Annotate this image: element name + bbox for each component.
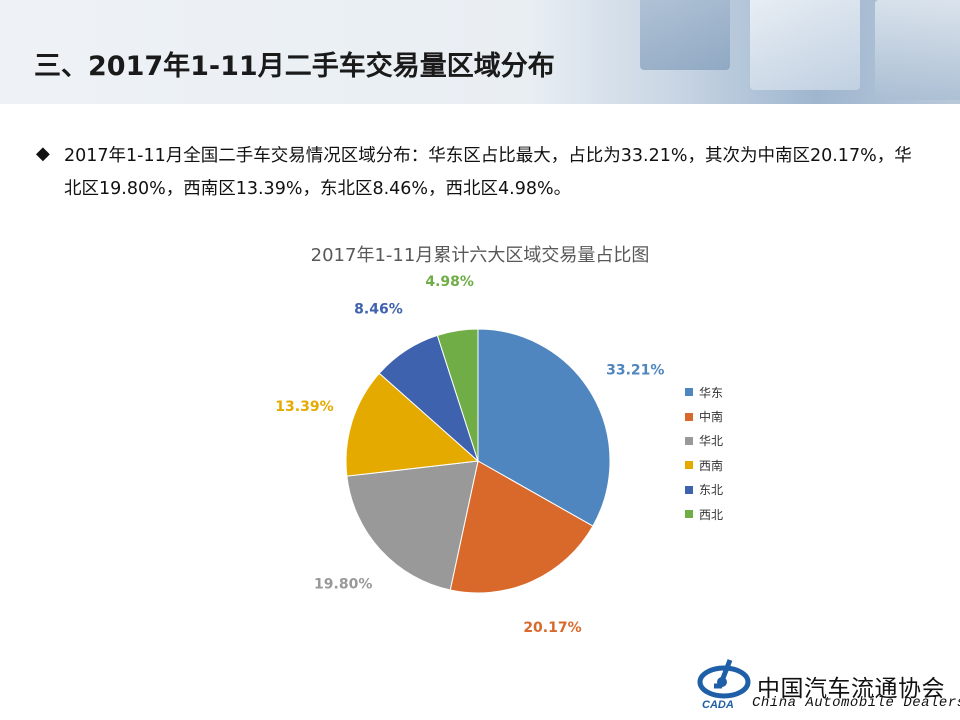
pie-slice-中南 (449, 460, 594, 594)
legend-swatch (685, 412, 693, 421)
data-label-东北: 8.46% (354, 302, 403, 318)
pie-slice-华东 (477, 328, 611, 527)
pie-slices (345, 328, 611, 594)
diamond-bullet-icon: ◆ (36, 143, 50, 164)
data-label-西南: 13.39% (275, 399, 333, 415)
header-decoration (600, 0, 960, 104)
header-banner: 三、2017年1-11月二手车交易量区域分布 (0, 0, 960, 104)
pie-slice-西南 (345, 372, 480, 477)
legend-item: 西南 (685, 453, 723, 477)
logo-text: CADA (702, 699, 734, 711)
page-title: 三、2017年1-11月二手车交易量区域分布 (34, 51, 555, 82)
decor-cube (875, 0, 960, 100)
summary-text: 2017年1-11月全国二手车交易情况区域分布：华东区占比最大，占比为33.21… (64, 146, 912, 199)
legend-item: 西北 (685, 502, 723, 526)
decor-cube (640, 0, 730, 70)
legend-label: 西北 (699, 507, 724, 522)
legend-item: 华东 (685, 380, 723, 404)
organization-name-english: China Automobile Dealers (752, 695, 960, 711)
data-label-华北: 19.80% (314, 576, 372, 592)
legend-label: 华北 (699, 434, 724, 449)
pie-slice-华北 (346, 460, 479, 591)
cada-logo-icon: CADA (697, 659, 751, 711)
legend-label: 东北 (699, 483, 724, 498)
decor-cube (750, 0, 860, 90)
pie-labels: 33.21% 20.17% 19.80% 13.39% 8.46% 4.98% (275, 274, 664, 636)
legend-swatch (685, 461, 693, 470)
legend-item: 东北 (685, 478, 723, 502)
legend-label: 西南 (699, 458, 724, 473)
data-label-中南: 20.17% (523, 620, 581, 636)
data-label-西北: 4.98% (425, 274, 474, 290)
legend-swatch (685, 436, 693, 445)
legend-label: 华东 (699, 385, 724, 400)
pie-slice-西北 (436, 328, 479, 462)
legend-swatch (685, 485, 693, 494)
legend-swatch (685, 388, 693, 397)
chart-title: 2017年1-11月累计六大区域交易量占比图 (310, 245, 650, 266)
data-label-华东: 33.21% (606, 362, 664, 378)
legend-label: 中南 (699, 410, 724, 425)
organization-name: 中国汽车流通协会 (757, 676, 945, 702)
legend-item: 华北 (685, 429, 723, 453)
chart-legend: 华东中南华北西南东北西北 (685, 380, 723, 526)
legend-swatch (685, 510, 693, 519)
legend-item: 中南 (685, 404, 723, 428)
